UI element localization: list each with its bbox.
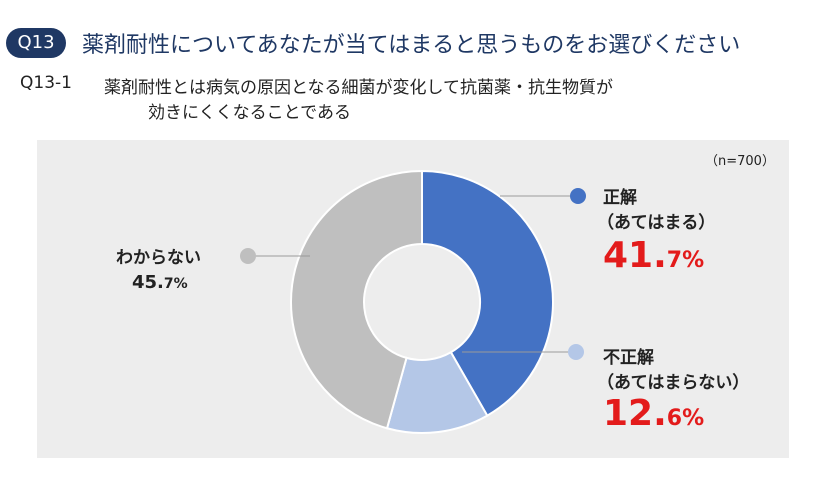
legend-correct-name: 正解 — [603, 188, 637, 208]
question-text-line1: 薬剤耐性とは病気の原因となる細菌が変化して抗菌薬・抗生物質が — [104, 78, 613, 98]
correct-percent-int: 41. — [603, 235, 667, 276]
donut-slice-unknown — [290, 169, 423, 430]
page-title: 薬剤耐性についてあなたが当てはまると思うものをお選びください — [82, 33, 741, 58]
legend-unknown: わからない 45.7% — [116, 243, 201, 293]
legend-unknown-name: わからない — [116, 248, 201, 268]
legend-correct-sub: （あてはまる） — [597, 213, 716, 233]
legend-incorrect-percent: 12.6% — [603, 393, 749, 434]
question-id: Q13-1 — [20, 73, 72, 93]
legend-correct-percent: 41.7% — [603, 235, 715, 276]
sample-size-note: （n=700） — [705, 154, 775, 169]
legend-incorrect-name: 不正解 — [603, 348, 654, 368]
legend-incorrect-sub: （あてはまらない） — [597, 373, 750, 393]
marker-dot-correct — [570, 188, 586, 204]
incorrect-percent-dec: 6% — [666, 406, 705, 431]
marker-dot-unknown — [240, 248, 256, 264]
legend-unknown-percent: 45.7% — [132, 272, 201, 293]
donut-slice-correct — [421, 169, 554, 417]
question-badge: Q13 — [6, 28, 66, 58]
legend-correct: 正解 （あてはまる） 41.7% — [597, 183, 715, 276]
legend-incorrect: 不正解 （あてはまらない） 12.6% — [597, 343, 749, 434]
unknown-percent-int: 45. — [132, 272, 164, 293]
question-text-line2: 効きにくくなることである — [148, 103, 351, 123]
correct-percent-dec: 7% — [666, 248, 705, 273]
marker-dot-incorrect — [568, 344, 584, 360]
unknown-percent-dec: 7% — [163, 276, 188, 292]
incorrect-percent-int: 12. — [603, 393, 667, 434]
